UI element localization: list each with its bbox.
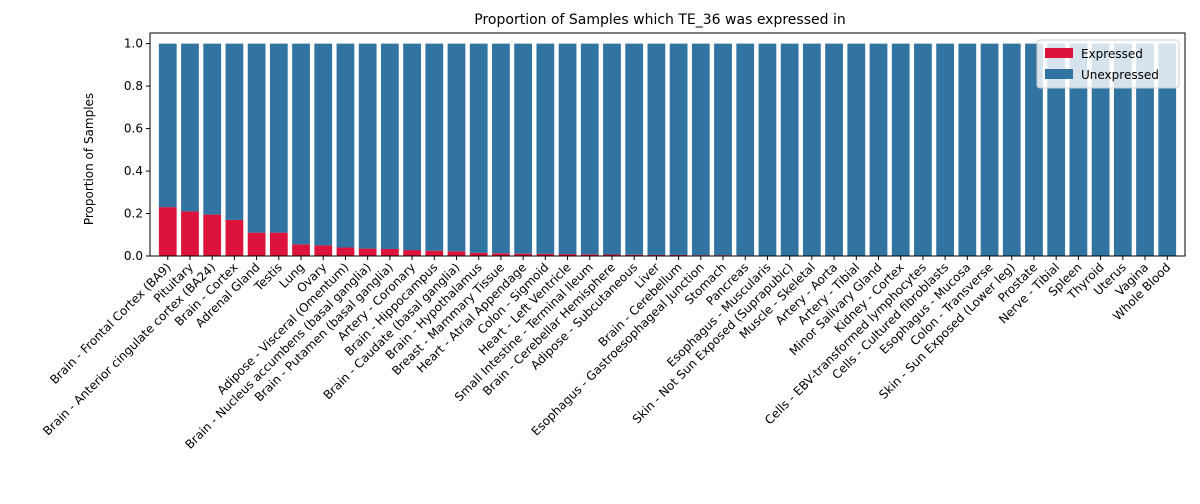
bar-unexpressed-15 bbox=[492, 43, 510, 254]
bar-unexpressed-44 bbox=[1136, 43, 1154, 257]
bar-unexpressed-43 bbox=[1113, 43, 1132, 257]
bar-unexpressed-7 bbox=[314, 43, 333, 246]
bar-unexpressed-36 bbox=[958, 43, 977, 257]
bar-unexpressed-23 bbox=[669, 43, 688, 255]
bar-unexpressed-39 bbox=[1025, 43, 1043, 257]
y-tick-label-4: 0.8 bbox=[124, 79, 143, 93]
bar-expressed-11 bbox=[403, 250, 421, 256]
bar-unexpressed-26 bbox=[736, 43, 755, 256]
bars-layer bbox=[158, 43, 1177, 257]
bar-expressed-6 bbox=[292, 244, 310, 256]
bar-unexpressed-10 bbox=[380, 43, 399, 249]
bar-unexpressed-24 bbox=[691, 43, 710, 256]
y-axis-label: Proportion of Samples bbox=[82, 93, 96, 225]
bar-expressed-13 bbox=[447, 251, 466, 256]
bar-unexpressed-37 bbox=[980, 43, 999, 257]
bar-unexpressed-4 bbox=[247, 43, 266, 233]
bar-expressed-15 bbox=[492, 253, 510, 256]
bar-unexpressed-38 bbox=[1002, 43, 1021, 257]
bar-unexpressed-2 bbox=[203, 43, 222, 215]
bar-unexpressed-18 bbox=[558, 43, 577, 255]
bar-unexpressed-33 bbox=[891, 43, 910, 257]
bar-unexpressed-32 bbox=[869, 43, 888, 257]
bar-unexpressed-3 bbox=[225, 43, 244, 220]
bar-unexpressed-45 bbox=[1158, 43, 1177, 257]
bar-unexpressed-42 bbox=[1091, 43, 1110, 257]
bar-unexpressed-13 bbox=[447, 43, 466, 252]
bar-unexpressed-28 bbox=[780, 43, 799, 257]
bar-expressed-9 bbox=[358, 248, 377, 256]
y-tick-label-3: 0.6 bbox=[124, 122, 143, 136]
bar-expressed-12 bbox=[425, 250, 444, 256]
bar-expressed-1 bbox=[181, 211, 199, 256]
bar-unexpressed-17 bbox=[536, 43, 555, 254]
chart-title: Proportion of Samples which TE_36 was ex… bbox=[474, 12, 845, 28]
y-tick-label-5: 1.0 bbox=[124, 37, 143, 51]
bar-expressed-14 bbox=[469, 252, 488, 256]
bar-unexpressed-41 bbox=[1069, 43, 1088, 257]
bar-expressed-22 bbox=[647, 254, 666, 256]
bar-expressed-2 bbox=[203, 214, 222, 256]
bar-expressed-5 bbox=[269, 232, 288, 256]
bar-expressed-23 bbox=[669, 254, 688, 256]
bar-unexpressed-14 bbox=[469, 43, 488, 253]
bar-unexpressed-25 bbox=[714, 43, 732, 256]
bar-unexpressed-40 bbox=[1047, 43, 1066, 257]
bar-unexpressed-1 bbox=[181, 43, 199, 212]
bar-expressed-21 bbox=[625, 254, 644, 256]
y-tick-label-2: 0.4 bbox=[124, 164, 143, 178]
bar-expressed-0 bbox=[158, 207, 177, 256]
bar-unexpressed-30 bbox=[825, 43, 843, 257]
bar-unexpressed-8 bbox=[336, 43, 355, 248]
bar-expressed-7 bbox=[314, 245, 333, 256]
bar-expressed-16 bbox=[514, 253, 533, 256]
bar-expressed-3 bbox=[225, 219, 244, 256]
x-tick-label-2: Brain - Anterior cingulate cortex (BA24) bbox=[40, 260, 218, 438]
bar-unexpressed-6 bbox=[292, 43, 310, 245]
bar-expressed-17 bbox=[536, 253, 555, 256]
bar-expressed-20 bbox=[603, 254, 621, 256]
bar-unexpressed-27 bbox=[758, 43, 777, 257]
bar-unexpressed-5 bbox=[269, 43, 288, 233]
bar-unexpressed-20 bbox=[603, 43, 621, 255]
bar-unexpressed-34 bbox=[914, 43, 932, 257]
bar-unexpressed-19 bbox=[580, 43, 599, 255]
y-tick-label-1: 0.2 bbox=[124, 207, 143, 221]
bar-unexpressed-22 bbox=[647, 43, 666, 255]
plot-frame bbox=[149, 32, 1186, 257]
bar-unexpressed-16 bbox=[514, 43, 533, 254]
bar-unexpressed-35 bbox=[936, 43, 955, 257]
legend-swatch-expressed bbox=[1045, 48, 1073, 58]
legend-label-expressed: Expressed bbox=[1081, 47, 1143, 61]
bar-unexpressed-31 bbox=[847, 43, 866, 257]
bar-expressed-19 bbox=[580, 254, 599, 256]
legend: Expressed Unexpressed bbox=[1036, 39, 1180, 89]
bar-unexpressed-0 bbox=[158, 43, 177, 208]
bar-unexpressed-11 bbox=[403, 43, 421, 251]
bar-expressed-4 bbox=[247, 232, 266, 256]
bar-expressed-18 bbox=[558, 254, 577, 256]
bar-unexpressed-21 bbox=[625, 43, 644, 255]
bar-unexpressed-29 bbox=[802, 43, 821, 257]
bar-expressed-10 bbox=[380, 248, 399, 256]
y-tick-label-0: 0.0 bbox=[124, 249, 143, 263]
bar-unexpressed-12 bbox=[425, 43, 444, 251]
bar-unexpressed-9 bbox=[358, 43, 377, 249]
bar-expressed-8 bbox=[336, 247, 355, 256]
legend-swatch-unexpressed bbox=[1045, 69, 1073, 79]
legend-label-unexpressed: Unexpressed bbox=[1081, 68, 1159, 82]
